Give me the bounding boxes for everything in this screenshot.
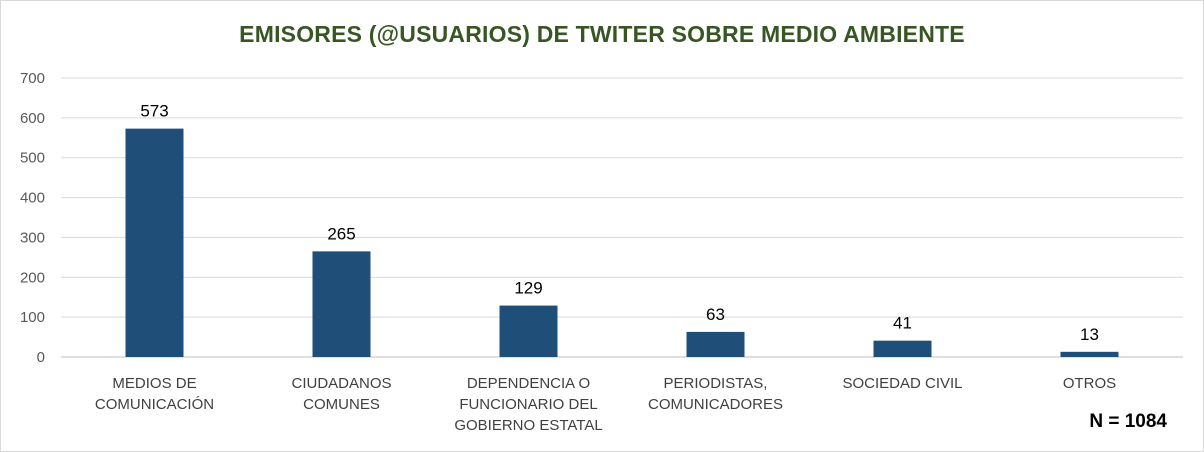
x-tick-label: DEPENDENCIA O FUNCIONARIO DEL GOBIERNO EST…	[454, 375, 602, 434]
bar	[873, 340, 932, 357]
data-label: 41	[893, 314, 912, 333]
x-tick-label: CIUDADANOS COMUNES	[291, 375, 391, 413]
bar	[686, 331, 745, 357]
data-label: 13	[1080, 325, 1099, 344]
y-tick-label: 700	[20, 70, 45, 87]
data-label: 63	[706, 305, 725, 324]
data-label: 129	[514, 279, 542, 298]
y-tick-label: 200	[20, 269, 45, 286]
y-tick-label: 600	[20, 110, 45, 127]
x-tick-label: SOCIEDAD CIVIL	[842, 375, 962, 392]
x-tick-label: MEDIOS DE COMUNICACIÓN	[95, 375, 214, 413]
bar	[499, 305, 558, 357]
bar	[125, 128, 184, 357]
data-label: 265	[327, 224, 355, 243]
sample-size-annotation: N = 1084	[1089, 411, 1167, 432]
y-tick-label: 500	[20, 150, 45, 167]
x-tick-label: PERIODISTAS, COMUNICADORES	[648, 375, 783, 413]
data-label: 573	[140, 102, 168, 121]
bar	[1060, 351, 1119, 357]
y-tick-label: 0	[37, 349, 45, 366]
y-tick-label: 400	[20, 190, 45, 207]
y-tick-label: 100	[20, 309, 45, 326]
y-tick-label: 300	[20, 229, 45, 246]
bar	[312, 251, 371, 357]
x-tick-label: OTROS	[1063, 375, 1116, 392]
chart-title: EMISORES (@USUARIOS) DE TWITER SOBRE MED…	[239, 21, 965, 47]
